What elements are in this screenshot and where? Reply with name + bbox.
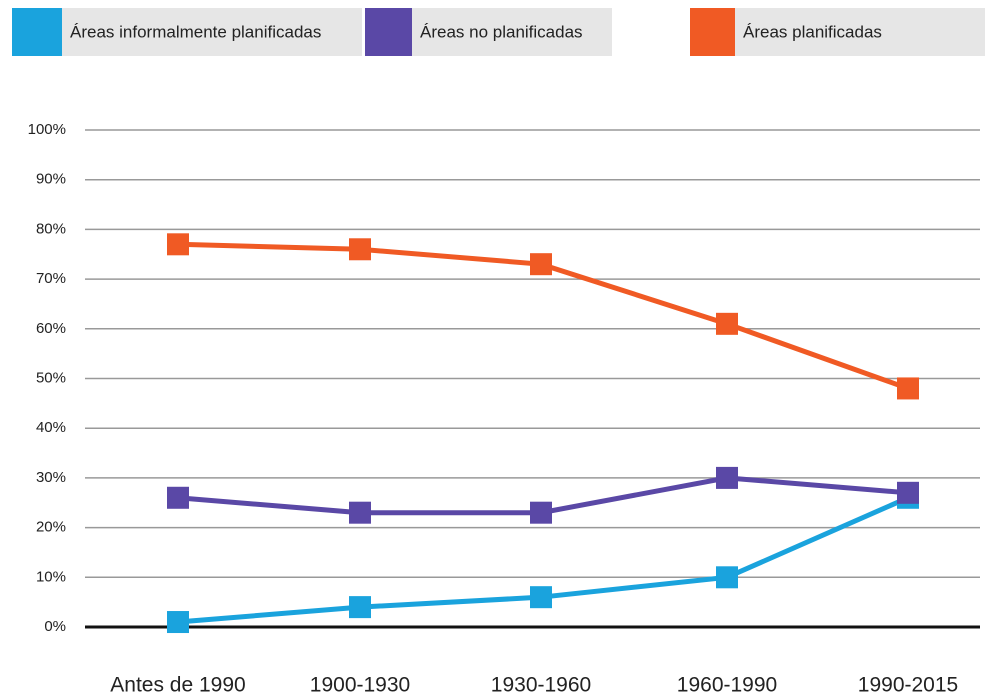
x-tick-label: Antes de 1990 xyxy=(110,674,245,697)
legend-swatch xyxy=(690,8,735,56)
legend-label: Áreas no planificadas xyxy=(420,22,583,41)
legend-box xyxy=(735,8,985,56)
y-tick-label: 90% xyxy=(36,171,66,188)
x-tick-label: 1900-1930 xyxy=(310,674,410,697)
legend-swatch xyxy=(12,8,62,56)
point-marker xyxy=(530,586,552,609)
legend-swatch xyxy=(365,8,412,56)
point-marker xyxy=(349,501,371,524)
point-marker xyxy=(167,486,189,509)
y-tick-label: 30% xyxy=(36,469,66,486)
y-tick-label: 10% xyxy=(36,568,66,585)
x-tick-label: 1930-1960 xyxy=(491,674,591,697)
y-tick-label: 0% xyxy=(44,618,66,635)
point-marker xyxy=(897,481,919,504)
y-tick-label: 80% xyxy=(36,220,66,237)
point-marker xyxy=(530,253,552,276)
y-tick-label: 60% xyxy=(36,320,66,337)
point-marker xyxy=(167,611,189,634)
legend-box xyxy=(412,8,612,56)
point-marker xyxy=(716,466,738,489)
point-marker xyxy=(167,233,189,256)
y-tick-label: 70% xyxy=(36,270,66,287)
legend-label: Áreas planificadas xyxy=(743,22,882,41)
x-tick-label: 1990-2015 xyxy=(858,674,958,697)
y-tick-label: 20% xyxy=(36,519,66,536)
point-marker xyxy=(716,566,738,589)
x-tick-label: 1960-1990 xyxy=(677,674,777,697)
legend-label: Áreas informalmente planificadas xyxy=(70,22,321,41)
legend-box xyxy=(62,8,362,56)
y-tick-label: 40% xyxy=(36,419,66,436)
point-marker xyxy=(897,377,919,400)
point-marker xyxy=(716,312,738,335)
y-tick-label: 100% xyxy=(28,121,66,138)
point-marker xyxy=(530,501,552,524)
y-tick-label: 50% xyxy=(36,369,66,386)
point-marker xyxy=(349,238,371,261)
point-marker xyxy=(349,596,371,619)
